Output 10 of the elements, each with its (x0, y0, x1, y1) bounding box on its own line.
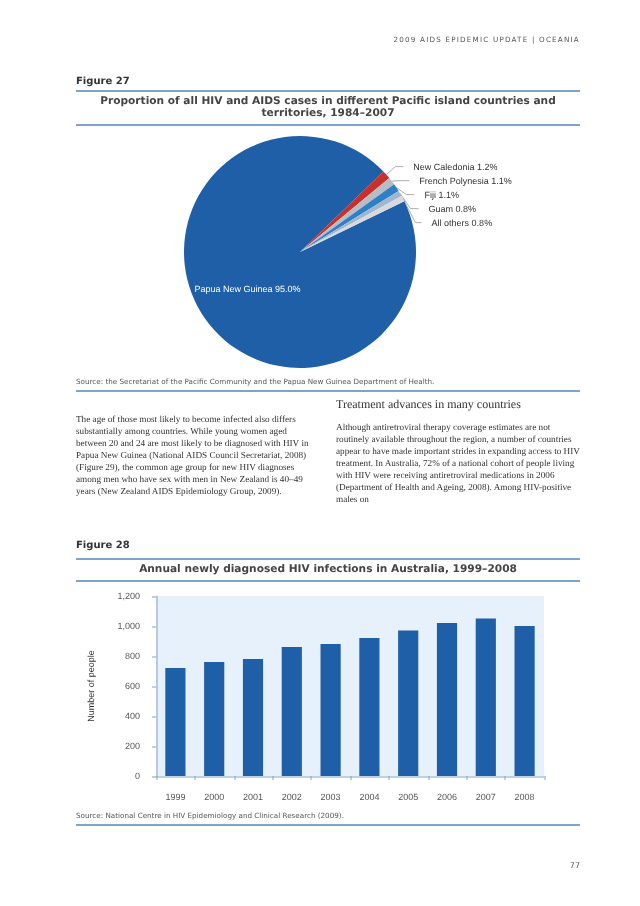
bar (436, 623, 458, 776)
bar (320, 644, 341, 776)
bar (475, 618, 496, 776)
bar (204, 662, 225, 776)
bar (398, 630, 419, 776)
bar (514, 626, 535, 776)
bar (359, 638, 380, 776)
bar (242, 659, 264, 776)
bar (281, 647, 302, 776)
bar (165, 668, 186, 776)
